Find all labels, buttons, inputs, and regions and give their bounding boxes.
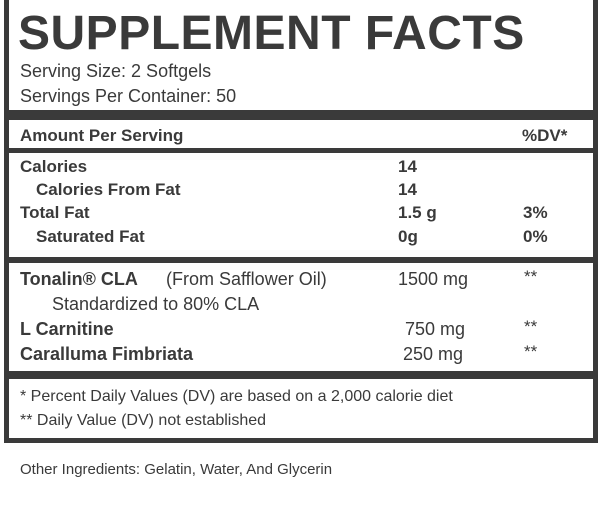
ingredient-amount: 1500 mg (398, 269, 469, 289)
ingredient-amount: 250 mg (403, 344, 464, 364)
divider (9, 371, 593, 379)
header-dv: %DV* (522, 126, 568, 145)
nutrient-dv: 3% (523, 203, 548, 222)
footnote: * Percent Daily Values (DV) are based on… (20, 388, 453, 405)
ingredient-dv: ** (524, 267, 538, 286)
other-ingredients: Other Ingredients: Gelatin, Water, And G… (20, 461, 333, 478)
facts-panel (4, 0, 598, 443)
nutrient-name: Calories (20, 157, 88, 176)
nutrient-name: Saturated Fat (36, 227, 145, 246)
nutrient-amount: 1.5 g (398, 203, 437, 222)
ingredient-dv: ** (524, 317, 538, 336)
nutrient-name: Calories From Fat (36, 180, 181, 199)
divider (9, 148, 593, 153)
footnote: ** Daily Value (DV) not established (20, 412, 267, 429)
nutrient-amount: 0g (398, 227, 418, 246)
ingredient-name: L Carnitine (20, 319, 114, 339)
ingredient-note: Standardized to 80% CLA (52, 294, 260, 314)
header-amount: Amount Per Serving (20, 126, 184, 145)
nutrient-dv: 0% (523, 227, 548, 246)
ingredient-name: Tonalin® CLA (20, 269, 138, 289)
ingredient-source: (From Safflower Oil) (166, 269, 327, 289)
nutrient-name: Total Fat (20, 203, 90, 222)
ingredient-amount: 750 mg (405, 319, 466, 339)
divider (9, 257, 593, 263)
divider (9, 110, 593, 120)
nutrient-amount: 14 (398, 180, 417, 199)
serving-size: Serving Size: 2 Softgels (20, 61, 212, 81)
ingredient-name: Caralluma Fimbriata (20, 344, 194, 364)
ingredient-dv: ** (524, 342, 538, 361)
servings-per-container: Servings Per Container: 50 (20, 86, 237, 106)
nutrient-amount: 14 (398, 157, 417, 176)
title: SUPPLEMENT FACTS (18, 7, 525, 60)
